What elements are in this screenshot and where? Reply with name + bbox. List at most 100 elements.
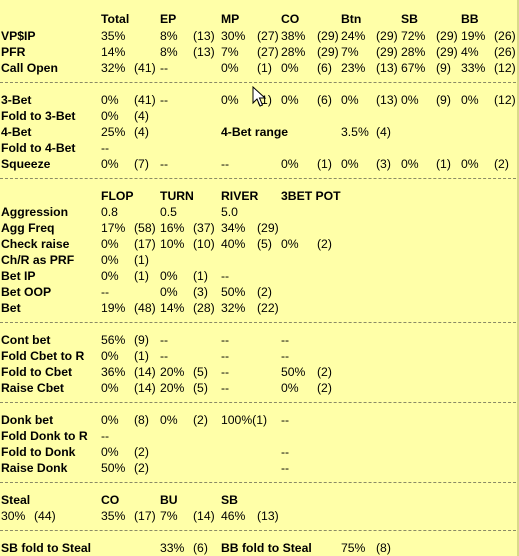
stat-value-header2-1: TURN <box>160 189 194 203</box>
stat-value-aggression-1: 0.5 <box>160 205 177 219</box>
stat-value-header-3: CO <box>281 12 300 26</box>
stat-value-pfr-8: (29) <box>376 45 398 59</box>
stat-value-raise-cbet-1: (14) <box>134 381 156 395</box>
stat-value-donk-bet-3: (2) <box>193 413 208 427</box>
section-divider <box>0 402 516 403</box>
stat-value-pfr-10: (29) <box>436 45 458 59</box>
stat-value-fold-donk-2: -- <box>281 445 290 459</box>
stat-label-fold-3bet: Fold to 3-Bet <box>1 109 76 123</box>
stat-value-3bet-5: 0% <box>281 93 299 107</box>
stat-value-vpip-7: 24% <box>341 29 366 43</box>
stat-value-call-open-2: -- <box>160 61 169 75</box>
stat-label-bet: Bet <box>1 301 21 315</box>
stat-value-steal-values-7: (13) <box>257 509 279 523</box>
section-divider <box>0 82 516 83</box>
stat-value-squeeze-3: -- <box>221 157 230 171</box>
stat-label-bet-oop: Bet OOP <box>1 285 52 299</box>
stat-label-aggression: Aggression <box>1 205 69 219</box>
stat-value-donk-bet-2: 0% <box>160 413 178 427</box>
stat-label-fold-donk: Fold to Donk <box>1 445 76 459</box>
stat-value-raise-donk-2: -- <box>281 461 290 475</box>
stat-value-vpip-1: 8% <box>160 29 178 43</box>
stat-value-agg-freq-5: (29) <box>257 221 279 235</box>
section-divider <box>0 322 516 323</box>
stat-value-fold-cbet-r-4: -- <box>281 349 290 363</box>
stat-value-call-open-11: 33% <box>461 61 486 75</box>
stat-value-vpip-8: (29) <box>376 29 398 43</box>
stat-value-donk-bet-1: (8) <box>134 413 149 427</box>
stat-label-check-raise: Check raise <box>1 237 70 251</box>
stat-value-4bet-2: 4-Bet range <box>221 125 289 139</box>
stat-value-bet-oop-0: -- <box>101 285 110 299</box>
stat-value-fold-cbet-1: (14) <box>134 365 156 379</box>
stat-value-3bet-12: (12) <box>494 93 516 107</box>
stat-label-pfr: PFR <box>1 45 26 59</box>
stat-value-fold-cbet-3: (5) <box>193 365 208 379</box>
stat-value-fold-cbet-r-2: -- <box>160 349 169 363</box>
stat-label-chr-prf: Ch/R as PRF <box>1 253 75 267</box>
stat-value-3bet-3: 0% <box>221 93 239 107</box>
stat-label-3bet: 3-Bet <box>1 93 32 107</box>
stat-value-call-open-12: (12) <box>494 61 516 75</box>
stat-value-cont-bet-1: (9) <box>134 333 149 347</box>
stat-value-squeeze-4: 0% <box>281 157 299 171</box>
stat-value-pfr-2: (13) <box>193 45 215 59</box>
stat-value-agg-freq-1: (58) <box>134 221 156 235</box>
stat-value-3bet-6: (6) <box>317 93 332 107</box>
stat-value-call-open-7: 23% <box>341 61 366 75</box>
stat-value-4bet-4: (4) <box>376 125 391 139</box>
stat-label-fold-cbet: Fold to Cbet <box>1 365 73 379</box>
stat-value-fold-donk-1: (2) <box>134 445 149 459</box>
stat-value-call-open-5: 0% <box>281 61 299 75</box>
stat-value-3bet-8: (13) <box>376 93 398 107</box>
stat-value-bet-oop-3: 50% <box>221 285 246 299</box>
stat-value-check-raise-5: (5) <box>257 237 272 251</box>
stat-value-vpip-12: (26) <box>494 29 516 43</box>
stat-value-call-open-4: (1) <box>257 61 272 75</box>
stat-value-vpip-2: (13) <box>193 29 215 43</box>
stat-value-pfr-11: 4% <box>461 45 479 59</box>
stat-label-agg-freq: Agg Freq <box>1 221 55 235</box>
stat-value-vpip-4: (27) <box>257 29 279 43</box>
stat-value-agg-freq-3: (37) <box>193 221 215 235</box>
stat-value-pfr-1: 8% <box>160 45 178 59</box>
stat-value-call-open-1: (41) <box>134 61 156 75</box>
stat-value-cont-bet-4: -- <box>281 333 290 347</box>
stat-value-header-5: SB <box>401 12 418 26</box>
stat-value-3bet-1: (41) <box>134 93 156 107</box>
stat-value-donk-bet-4: 100%(1) <box>221 413 268 427</box>
stat-value-pfr-7: 7% <box>341 45 359 59</box>
stat-value-raise-donk-1: (2) <box>134 461 149 475</box>
stat-value-fold-3bet-1: (4) <box>134 109 149 123</box>
stat-label-donk-bet: Donk bet <box>1 413 54 427</box>
stat-label-fold-4bet: Fold to 4-Bet <box>1 141 76 155</box>
stat-label-fold-cbet-r: Fold Cbet to R <box>1 349 85 363</box>
stat-value-agg-freq-2: 16% <box>160 221 185 235</box>
stat-value-check-raise-0: 0% <box>101 237 119 251</box>
stat-value-fold-cbet-6: (2) <box>317 365 332 379</box>
stat-value-fold-steal-2: BB fold to Steal <box>221 541 312 555</box>
stat-label-raise-donk: Raise Donk <box>1 461 68 475</box>
stat-value-check-raise-2: 10% <box>160 237 185 251</box>
stat-value-pfr-12: (26) <box>494 45 516 59</box>
stat-value-steal-header-0: CO <box>101 493 120 507</box>
stat-value-bet-ip-0: 0% <box>101 269 119 283</box>
stat-value-bet-oop-2: (3) <box>193 285 208 299</box>
stat-value-steal-values-5: (14) <box>193 509 215 523</box>
stat-value-fold-steal-4: (8) <box>376 541 391 555</box>
stat-value-steal-values-0: 30% <box>1 509 26 523</box>
stat-value-check-raise-7: (2) <box>317 237 332 251</box>
stat-value-donk-bet-5: -- <box>281 413 290 427</box>
stat-value-fold-donk-0: 0% <box>101 445 119 459</box>
stat-label-bet-ip: Bet IP <box>1 269 36 283</box>
stat-value-bet-ip-1: (1) <box>134 269 149 283</box>
stat-value-header-6: BB <box>461 12 479 26</box>
stat-value-vpip-6: (29) <box>317 29 339 43</box>
stat-value-cont-bet-2: -- <box>160 333 169 347</box>
mouse-pointer-icon <box>252 86 266 107</box>
stat-value-fold-cbet-0: 36% <box>101 365 126 379</box>
stat-value-pfr-4: (27) <box>257 45 279 59</box>
stat-label-cont-bet: Cont bet <box>1 333 51 347</box>
stat-value-call-open-9: 67% <box>401 61 426 75</box>
